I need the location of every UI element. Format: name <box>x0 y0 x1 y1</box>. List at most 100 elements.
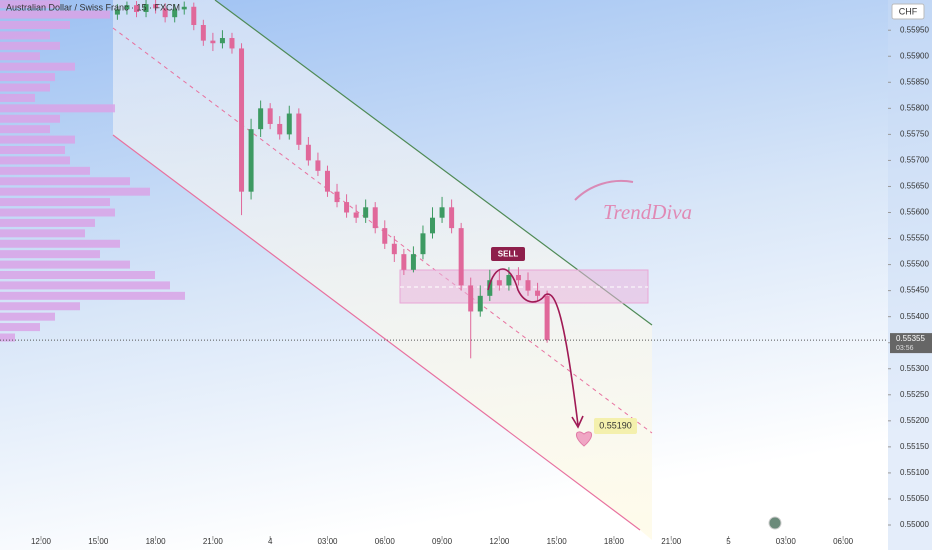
candle-body <box>506 275 512 286</box>
candle-body <box>258 108 264 130</box>
candle-body <box>420 233 426 255</box>
y-tick-label: 0.55650 <box>900 182 929 191</box>
y-tick-label: 0.55750 <box>900 129 929 138</box>
candle-body <box>496 280 502 286</box>
last-price-label: 0.55355 <box>896 334 925 343</box>
candle-body <box>410 254 416 270</box>
candle-body <box>133 5 139 12</box>
target-label: 0.55190 <box>599 420 632 430</box>
sell-label: SELL <box>498 250 519 259</box>
candle-body <box>124 5 130 10</box>
profile-bar <box>0 312 55 321</box>
candle-body <box>277 123 283 135</box>
y-tick-label: 0.55250 <box>900 390 929 399</box>
y-tick-label: 0.55700 <box>900 156 929 165</box>
profile-bar <box>0 239 120 248</box>
candle-body <box>181 6 187 10</box>
y-tick-label: 0.55200 <box>900 416 929 425</box>
price-axis <box>888 0 932 550</box>
profile-bar <box>0 73 55 82</box>
logo-hand <box>574 179 634 201</box>
y-tick-label: 0.55400 <box>900 312 929 321</box>
candle-body <box>153 4 159 9</box>
candle-body <box>439 207 445 218</box>
profile-bar <box>0 31 50 40</box>
x-tick-label: 5 <box>726 537 731 546</box>
profile-bar <box>0 271 155 279</box>
currency[interactable]: CHF <box>899 6 918 16</box>
profile-bar <box>0 146 65 154</box>
candle-body <box>229 38 235 49</box>
candle-body <box>267 108 273 124</box>
profile-bar <box>0 208 115 217</box>
profile-bar <box>0 83 50 92</box>
x-tick-label: 21:00 <box>661 537 682 546</box>
candle-body <box>324 170 330 192</box>
y-tick-label: 0.55500 <box>900 260 929 269</box>
x-tick-label: 03:00 <box>776 537 797 546</box>
profile-bar <box>0 114 60 123</box>
event-icon[interactable] <box>768 516 782 530</box>
profile-bar <box>0 104 115 113</box>
candle-body <box>363 207 369 218</box>
candle-body <box>334 191 340 203</box>
candle-body <box>487 280 493 296</box>
candle-body <box>344 202 350 213</box>
x-tick-label: 12:00 <box>31 537 52 546</box>
profile-bar <box>0 125 50 134</box>
profile-bar <box>0 135 75 144</box>
candle-body <box>372 207 378 229</box>
candle-body <box>544 295 550 341</box>
profile-bar <box>0 156 70 165</box>
currency-button[interactable] <box>891 3 925 20</box>
x-tick-label: 18:00 <box>146 537 167 546</box>
candle-body <box>248 129 254 192</box>
x-tick-label: 06:00 <box>833 537 854 546</box>
x-tick-label: 4 <box>268 537 273 546</box>
y-tick-label: 0.55800 <box>900 103 929 112</box>
profile-bar <box>0 93 35 102</box>
channel-lower <box>112 134 641 531</box>
candle-body <box>468 285 474 312</box>
x-tick-label: 09:00 <box>432 537 453 546</box>
y-tick-label: 0.55950 <box>900 25 929 34</box>
y-tick-label: 0.55150 <box>900 442 929 451</box>
candle-body <box>449 207 455 229</box>
last-price-box <box>890 333 932 354</box>
candle-body <box>353 212 359 218</box>
profile-bar <box>0 187 150 196</box>
candle-body <box>162 8 168 18</box>
candle-body <box>401 254 407 270</box>
candle-body <box>515 275 521 281</box>
profile-bar <box>0 218 95 227</box>
candle-body <box>172 9 178 18</box>
candle-body <box>535 290 541 296</box>
profile-bar <box>0 229 85 238</box>
profile-bar <box>0 198 110 207</box>
y-tick-label: 0.55300 <box>900 364 929 373</box>
profile-bar <box>0 52 40 61</box>
countdown: 03:56 <box>896 345 914 352</box>
candle-body <box>315 160 321 171</box>
profile-bar <box>0 291 185 300</box>
volume-profile <box>0 0 185 342</box>
candle-body <box>143 4 149 12</box>
profile-bar <box>0 323 40 332</box>
candle-body <box>210 40 216 44</box>
candle-body <box>296 113 302 145</box>
candle-body <box>239 48 245 192</box>
candles <box>114 0 550 359</box>
profile-bar <box>0 62 75 71</box>
profile-bar <box>0 281 170 290</box>
profile-bar <box>0 41 60 50</box>
candle-body <box>477 295 483 312</box>
candle-body <box>305 144 311 161</box>
candle-body <box>458 228 464 286</box>
candle-body <box>286 113 292 135</box>
arrow-head <box>571 415 584 429</box>
x-tick-label: 12:00 <box>489 537 510 546</box>
y-tick-label: 0.55900 <box>900 51 929 60</box>
y-tick-label: 0.55600 <box>900 208 929 217</box>
